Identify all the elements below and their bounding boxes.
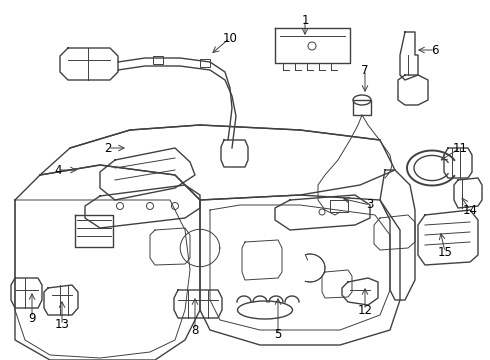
Text: 3: 3 <box>367 198 374 211</box>
Text: 11: 11 <box>452 141 467 154</box>
Text: 12: 12 <box>358 303 372 316</box>
Text: 10: 10 <box>222 31 238 45</box>
Bar <box>353 100 371 115</box>
Bar <box>153 56 163 64</box>
Text: 6: 6 <box>431 44 439 57</box>
Bar <box>200 59 210 67</box>
Text: 7: 7 <box>361 63 369 77</box>
Text: 15: 15 <box>438 246 452 258</box>
Text: 8: 8 <box>191 324 198 337</box>
Text: 9: 9 <box>28 311 36 324</box>
Text: 4: 4 <box>54 163 62 176</box>
Text: 5: 5 <box>274 328 282 342</box>
Text: 1: 1 <box>301 13 309 27</box>
Text: 13: 13 <box>54 319 70 332</box>
Text: 2: 2 <box>104 141 112 154</box>
Text: 14: 14 <box>463 203 477 216</box>
